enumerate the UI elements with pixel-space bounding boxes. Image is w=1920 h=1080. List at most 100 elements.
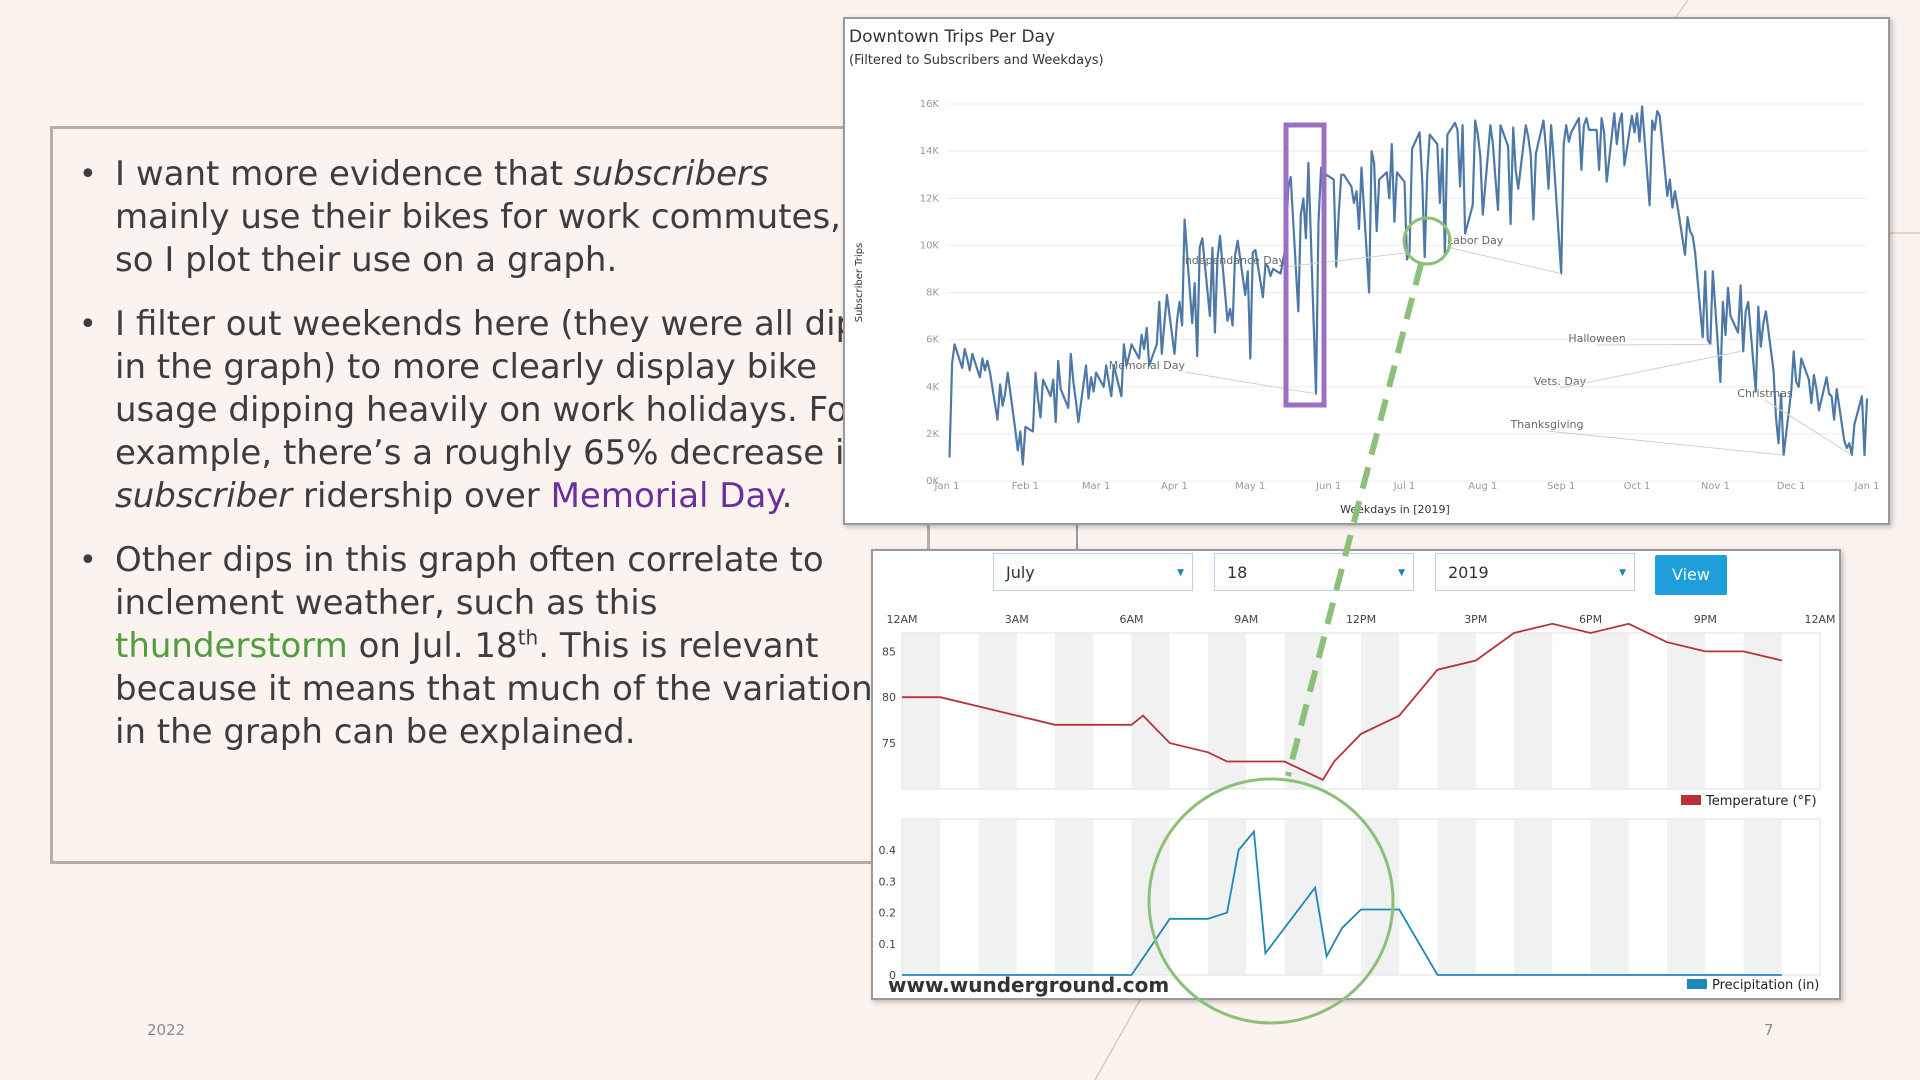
trips-chart: Downtown Trips Per Day (Filtered to Subs…	[843, 17, 1890, 525]
bullet-3-superscript: th	[517, 625, 539, 650]
y-axis-label: Subscriber Trips	[854, 243, 865, 323]
y-tick-label: 8K	[926, 288, 939, 299]
year-select[interactable]: 2019 ▼	[1435, 553, 1635, 591]
hour-band	[1667, 819, 1706, 975]
weather-plots: 12AM 3AM 6AM 9AM 12PM 3PM 6PM 9PM 12AM 75 80 85 Temp…	[879, 613, 1836, 993]
hour-band	[1437, 819, 1476, 975]
bullet-3-text-end: . This is relevant because it means that…	[115, 626, 873, 752]
bullet-2-text: I filter out weekends here (they were al…	[115, 304, 875, 473]
view-button[interactable]: View	[1655, 555, 1727, 595]
trips-chart-title: Downtown Trips Per Day	[849, 27, 1056, 47]
hour-tick-label: 12PM	[1346, 613, 1376, 626]
month-select[interactable]: July ▼	[993, 553, 1193, 591]
hour-band	[1055, 819, 1094, 975]
y-tick-label: 12K	[920, 193, 940, 204]
day-value: 18	[1227, 563, 1248, 582]
bullet-1-emphasis: subscribers	[573, 154, 769, 194]
x-tick-label: Sep 1	[1547, 481, 1575, 492]
x-tick-label: Jan 1	[934, 481, 960, 492]
annotation-label: Memorial Day	[1109, 359, 1186, 372]
bullet-3: Other dips in this graph often correlate…	[79, 539, 885, 754]
annotation-leader	[1546, 430, 1784, 456]
trips-chart-plot: 0K 2K 4K 6K 8K 10K 12K 14K 16K Jan 1 Feb 1 Mar 1 Apr…	[854, 99, 1880, 516]
hour-band	[1131, 819, 1170, 975]
temperature-line	[902, 622, 1783, 781]
y-tick-label: 0.4	[879, 844, 897, 857]
month-value: July	[1006, 563, 1035, 582]
annotation-leader	[1184, 371, 1317, 395]
hour-tick-label: 9AM	[1234, 613, 1258, 626]
bullet-2: I filter out weekends here (they were al…	[79, 303, 885, 518]
precipitation-line	[902, 829, 1782, 976]
trips-chart-subtitle: (Filtered to Subscribers and Weekdays)	[849, 53, 1104, 68]
hour-tick-label: 6PM	[1579, 613, 1602, 626]
hour-tick-label: 9PM	[1694, 613, 1717, 626]
x-tick-label: Jan 1	[1854, 481, 1880, 492]
bullet-2-text-mid: ridership over	[292, 476, 551, 516]
bullet-1-text-end: mainly use their bikes for work commutes…	[115, 197, 841, 280]
bullet-1: I want more evidence that subscribers ma…	[79, 153, 885, 282]
footer-year: 2022	[147, 1021, 186, 1039]
annotation-leader	[1446, 246, 1562, 275]
chevron-down-icon: ▼	[1177, 568, 1184, 578]
year-value: 2019	[1448, 563, 1489, 582]
x-tick-label: May 1	[1235, 481, 1265, 492]
y-tick-label: 6K	[926, 335, 939, 346]
hour-band	[1590, 819, 1629, 975]
hour-band	[1208, 633, 1247, 789]
annotation-label: Labor Day	[1447, 234, 1504, 247]
y-tick-label: 0.3	[879, 875, 897, 888]
hour-band	[902, 819, 941, 975]
y-tick-label: 0K	[926, 476, 939, 487]
bullet-list: I want more evidence that subscribers ma…	[79, 153, 885, 775]
y-tick-label: 80	[882, 691, 896, 704]
x-tick-label: Oct 1	[1624, 481, 1651, 492]
trips-line	[948, 105, 1869, 466]
annotation-leader	[1596, 343, 1713, 346]
hour-band	[902, 633, 941, 789]
hour-tick-label: 3AM	[1005, 613, 1029, 626]
y-tick-label: 0.1	[879, 938, 897, 951]
annotation-leader	[1284, 251, 1410, 268]
text-panel: I want more evidence that subscribers ma…	[50, 126, 930, 864]
x-tick-label: Mar 1	[1082, 481, 1110, 492]
bullet-3-text-mid: on Jul. 18	[347, 626, 518, 666]
x-tick-label: Feb 1	[1012, 481, 1039, 492]
x-axis-label: Weekdays in [2019]	[1340, 503, 1450, 516]
hour-tick-label: 12AM	[1804, 613, 1835, 626]
temperature-legend-swatch	[1681, 795, 1701, 805]
hour-tick-label: 3PM	[1464, 613, 1487, 626]
hour-band	[1743, 819, 1782, 975]
annotation-label: Christmas	[1737, 387, 1793, 400]
hour-band	[1514, 819, 1553, 975]
wunderground-watermark: www.wunderground.com	[888, 973, 1170, 997]
y-tick-label: 16K	[920, 99, 940, 110]
bullet-3-text: Other dips in this graph often correlate…	[115, 540, 824, 623]
hour-band	[1590, 633, 1629, 789]
thunderstorm-highlight: thunderstorm	[115, 626, 348, 666]
hour-band	[1361, 819, 1400, 975]
annotation-label: Halloween	[1568, 332, 1625, 345]
hour-tick-label: 6AM	[1119, 613, 1143, 626]
x-tick-label: Dec 1	[1777, 481, 1806, 492]
precipitation-legend-swatch	[1687, 979, 1707, 989]
y-tick-label: 14K	[920, 146, 940, 157]
hour-band	[1437, 633, 1476, 789]
y-tick-label: 4K	[926, 382, 939, 393]
hour-band	[978, 819, 1017, 975]
y-tick-label: 0	[889, 969, 896, 982]
memorial-day-highlight: Memorial Day	[550, 476, 782, 516]
bullet-1-text: I want more evidence that	[115, 154, 574, 194]
annotation-leader	[1559, 350, 1741, 389]
page-number: 7	[1764, 1021, 1774, 1039]
y-tick-label: 75	[882, 737, 896, 750]
hour-band	[1208, 819, 1247, 975]
temperature-legend-label: Temperature (°F)	[1705, 794, 1817, 809]
hour-tick-label: 12AM	[886, 613, 917, 626]
y-tick-label: 85	[882, 645, 896, 658]
hour-band	[1667, 633, 1706, 789]
hour-band	[1055, 633, 1094, 789]
bullet-2-text-end: .	[781, 476, 793, 516]
x-tick-label: Jul 1	[1393, 481, 1416, 492]
annotation-label: Thanksgiving	[1509, 418, 1583, 431]
